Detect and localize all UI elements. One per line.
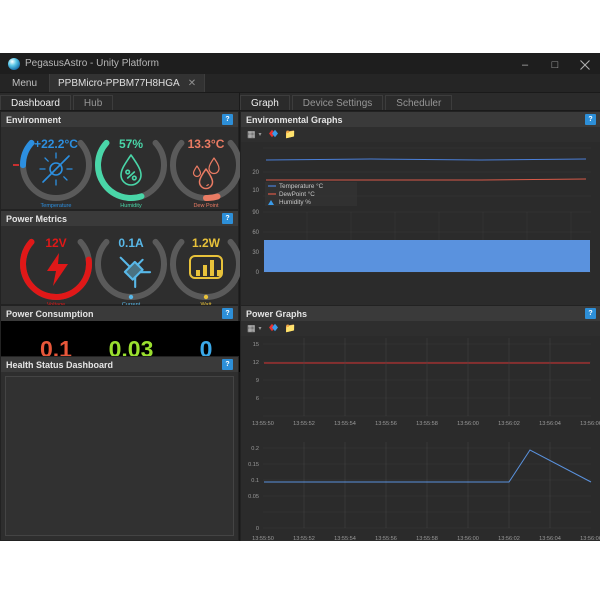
svg-text:12: 12 [253,360,259,366]
svg-text:+22.2°C: +22.2°C [34,137,78,151]
svg-text:13:56:00: 13:56:00 [457,421,479,427]
svg-text:13:55:50: 13:55:50 [252,421,274,427]
svg-text:Dew Point: Dew Point [193,203,219,209]
svg-text:30: 30 [252,250,259,256]
svg-text:13:56:02: 13:56:02 [498,421,520,427]
svg-text:Temperature: Temperature [41,203,72,209]
svg-text:13:56:00: 13:56:00 [457,536,479,541]
svg-text:13:56:06: 13:56:06 [580,421,600,427]
svg-text:DewPoint °C: DewPoint °C [279,190,315,198]
svg-text:13:55:54: 13:55:54 [334,421,356,427]
svg-text:10: 10 [252,188,259,194]
svg-text:13:56:04: 13:56:04 [539,536,561,541]
svg-text:0: 0 [256,526,259,532]
svg-text:13:55:58: 13:55:58 [416,421,438,427]
svg-text:1.2W: 1.2W [192,236,221,250]
svg-text:9: 9 [256,378,259,384]
svg-text:0.2: 0.2 [251,446,259,452]
svg-text:13:55:50: 13:55:50 [252,536,274,541]
svg-text:0.15: 0.15 [248,462,259,468]
svg-text:Humidity: Humidity [120,203,142,209]
svg-text:13:55:56: 13:55:56 [375,536,397,541]
svg-text:Humidity %: Humidity % [279,199,311,206]
svg-text:13:56:06: 13:56:06 [580,536,600,541]
svg-text:90: 90 [252,210,259,216]
svg-text:13:55:52: 13:55:52 [293,536,315,541]
svg-text:6: 6 [256,396,259,402]
svg-text:12V: 12V [45,236,66,250]
svg-text:0.1A: 0.1A [118,236,144,250]
svg-text:0.05: 0.05 [248,494,259,500]
svg-text:0.1: 0.1 [251,478,259,484]
svg-text:13:55:54: 13:55:54 [334,536,356,541]
svg-text:57%: 57% [119,137,143,151]
svg-text:60: 60 [252,230,259,236]
svg-text:13:55:52: 13:55:52 [293,421,315,427]
svg-text:15: 15 [253,342,259,348]
svg-text:13.3°C: 13.3°C [188,137,225,151]
svg-text:13:56:02: 13:56:02 [498,536,520,541]
svg-text:20: 20 [252,170,259,176]
svg-text:13:56:04: 13:56:04 [539,421,561,427]
svg-text:13:55:58: 13:55:58 [416,536,438,541]
svg-text:Temperature °C: Temperature °C [279,182,324,190]
svg-text:13:55:56: 13:55:56 [375,421,397,427]
svg-text:0: 0 [256,270,260,276]
